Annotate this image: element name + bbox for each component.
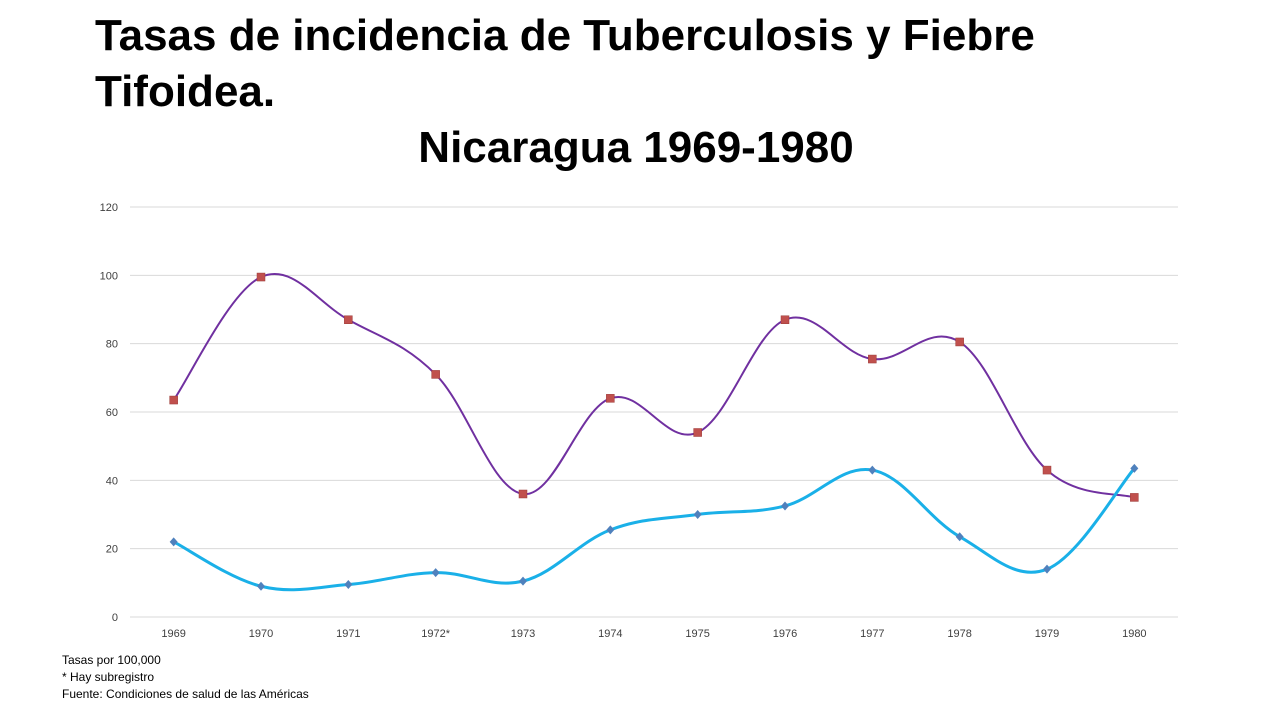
- data-point-square: [868, 354, 877, 364]
- x-tick-label: 1976: [773, 628, 797, 640]
- chart-notes: Tasas por 100,000 * Hay subregistro Fuen…: [62, 652, 309, 703]
- x-tick-label: 1977: [860, 628, 884, 640]
- data-point-diamond: [868, 465, 877, 475]
- data-point-square: [955, 337, 964, 347]
- y-tick-label: 0: [112, 612, 118, 624]
- x-tick-label: 1980: [1122, 628, 1146, 640]
- y-tick-label: 80: [106, 339, 118, 351]
- data-point-square: [606, 394, 615, 403]
- series-line: [172, 273, 1135, 499]
- chart-title: Tasas de incidencia de Tuberculosis y Fi…: [95, 11, 1035, 116]
- series-line: [172, 467, 1136, 592]
- chart-subtitle: Nicaragua 1969-1980: [418, 123, 854, 172]
- data-point-diamond: [781, 501, 789, 511]
- data-point-square: [169, 395, 178, 405]
- x-tick-label: 1970: [249, 628, 273, 640]
- data-point-diamond: [1130, 463, 1139, 473]
- x-tick-label: 1978: [947, 628, 971, 640]
- data-point-square: [1042, 465, 1052, 475]
- data-point-square: [693, 428, 702, 437]
- data-point-square: [1130, 493, 1139, 502]
- y-tick-label: 40: [106, 475, 118, 487]
- data-point-square: [780, 315, 790, 324]
- y-tick-label: 100: [100, 270, 118, 282]
- y-tick-label: 20: [106, 544, 118, 556]
- x-tick-label: 1971: [336, 628, 360, 640]
- x-tick-label: 1974: [598, 628, 622, 640]
- note-source: Fuente: Condiciones de salud de las Amér…: [62, 687, 309, 701]
- data-point-square: [344, 315, 353, 324]
- data-point-diamond: [606, 525, 615, 535]
- data-point-diamond: [519, 576, 527, 586]
- note-units: Tasas por 100,000: [62, 653, 161, 667]
- note-underreporting: * Hay subregistro: [62, 670, 155, 684]
- data-point-square: [431, 370, 440, 379]
- y-tick-label: 60: [106, 407, 118, 419]
- data-point-diamond: [1043, 564, 1051, 574]
- data-point-diamond: [955, 532, 964, 542]
- y-tick-label: 120: [100, 202, 118, 214]
- data-point-diamond: [257, 581, 265, 591]
- data-point-square: [518, 489, 528, 499]
- data-point-diamond: [693, 510, 702, 519]
- x-tick-label: 1972*: [421, 628, 450, 640]
- data-point-diamond: [431, 568, 440, 578]
- x-tick-label: 1973: [511, 628, 535, 640]
- data-point-diamond: [344, 580, 353, 590]
- data-point-diamond: [169, 537, 178, 547]
- data-point-square: [256, 272, 266, 282]
- x-tick-label: 1979: [1035, 628, 1059, 640]
- x-tick-label: 1969: [161, 628, 185, 640]
- x-tick-label: 1975: [685, 628, 709, 640]
